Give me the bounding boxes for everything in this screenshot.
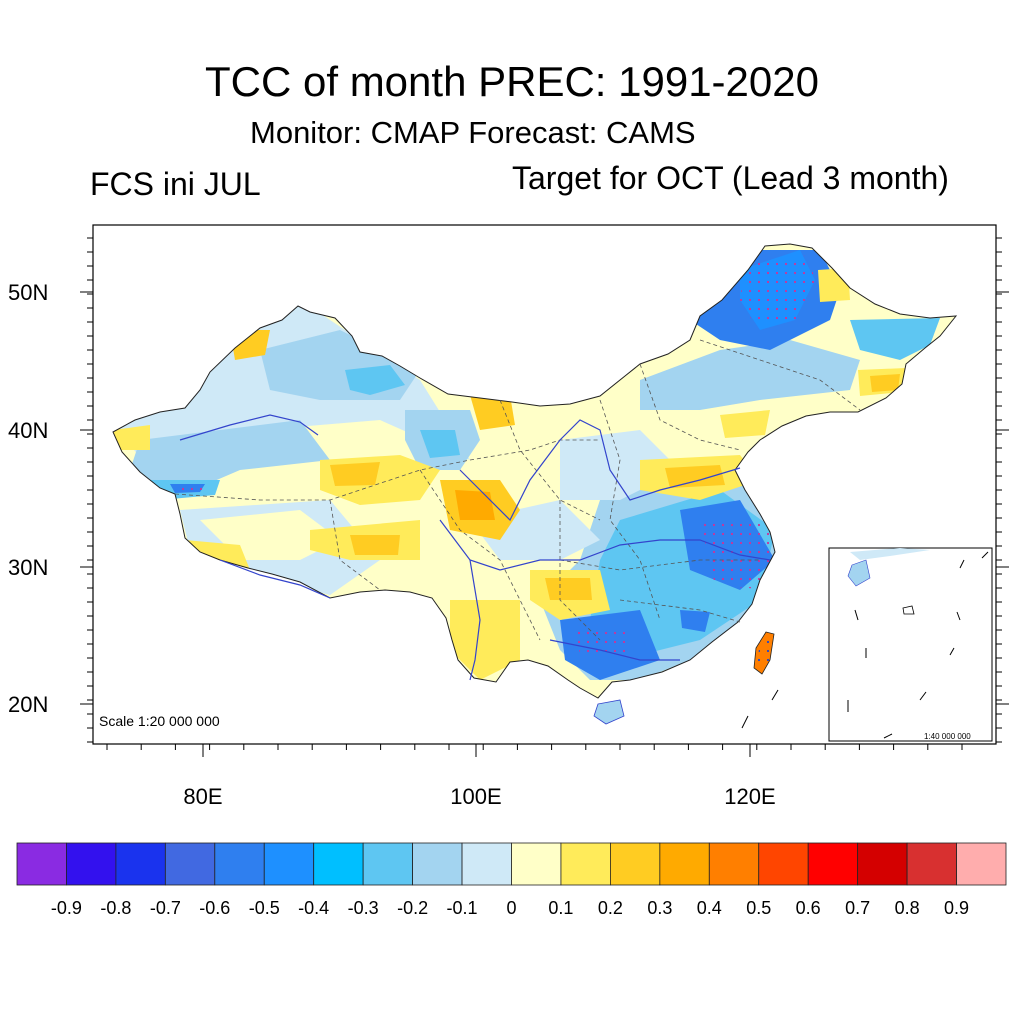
colorbar-label: 0.2 <box>598 898 623 918</box>
lat-tick-label: 20N <box>8 692 48 717</box>
colorbar-label: -0.7 <box>150 898 181 918</box>
colorbar-swatch <box>758 842 809 886</box>
lat-tick-label: 40N <box>8 418 48 443</box>
province-boundaries <box>174 339 861 641</box>
colorbar-swatch <box>610 842 661 886</box>
colorbar-swatch <box>461 842 512 886</box>
colorbar-label: 0.7 <box>845 898 870 918</box>
colorbar-label: 0.8 <box>895 898 920 918</box>
colorbar-label: -0.6 <box>199 898 230 918</box>
colorbar-swatch <box>659 842 710 886</box>
colorbar-label: 0 <box>506 898 516 918</box>
colorbar-swatch <box>956 842 1007 886</box>
colorbar-swatch <box>115 842 166 886</box>
colorbar-swatch <box>560 842 611 886</box>
colorbar-swatch <box>313 842 364 886</box>
rivers <box>179 414 771 681</box>
lat-tick-label: 50N <box>8 280 48 305</box>
colorbar-label: -0.9 <box>51 898 82 918</box>
colorbar-label: -0.8 <box>100 898 131 918</box>
colorbar-swatch <box>708 842 760 886</box>
colorbar-swatch <box>412 842 463 886</box>
colorbar-label: -0.5 <box>249 898 280 918</box>
lat-tick-label: 30N <box>8 555 48 580</box>
colorbar-label: 0.9 <box>944 898 969 918</box>
sea-boundary-dashes <box>741 689 779 729</box>
hainan-region <box>593 699 625 725</box>
lon-tick-label: 80E <box>183 784 222 809</box>
colorbar-swatch <box>66 842 117 886</box>
page-title: TCC of month PREC: 1991-2020 <box>205 58 819 105</box>
inset-map: 1:40 000 000 <box>828 547 993 742</box>
colorbar-label: 0.5 <box>746 898 771 918</box>
colorbar-label: 0.4 <box>697 898 722 918</box>
colorbar-swatch <box>362 842 413 886</box>
colorbar-label: -0.1 <box>447 898 478 918</box>
colorbar-swatch <box>906 842 957 886</box>
colorbar-swatch <box>16 842 67 886</box>
colorbar-label: -0.3 <box>348 898 379 918</box>
lon-tick-label: 120E <box>724 784 775 809</box>
colorbar-label: 0.1 <box>548 898 573 918</box>
colorbar: -0.9 -0.8 -0.7 -0.6 -0.5 -0.4 -0.3 -0.2 -0.1 0 0.1… <box>16 842 1007 918</box>
left-label: FCS ini JUL <box>90 166 261 202</box>
scale-label: Scale 1:20 000 000 <box>99 713 220 729</box>
colorbar-label: 0.6 <box>796 898 821 918</box>
colorbar-swatch <box>214 842 265 886</box>
colorbar-swatch <box>511 842 562 886</box>
colorbar-swatch <box>807 842 859 886</box>
colorbar-label: -0.2 <box>397 898 428 918</box>
inset-scale-label: 1:40 000 000 <box>924 732 971 741</box>
right-label: Target for OCT (Lead 3 month) <box>512 160 949 196</box>
colorbar-label: -0.4 <box>298 898 329 918</box>
page-subtitle: Monitor: CMAP Forecast: CAMS <box>250 115 696 150</box>
country-outline <box>112 243 958 699</box>
colorbar-swatch <box>857 842 908 886</box>
colorbar-swatch <box>263 842 315 886</box>
colorbar-label: 0.3 <box>647 898 672 918</box>
colorbar-swatch <box>164 842 216 886</box>
lon-tick-label: 100E <box>450 784 501 809</box>
